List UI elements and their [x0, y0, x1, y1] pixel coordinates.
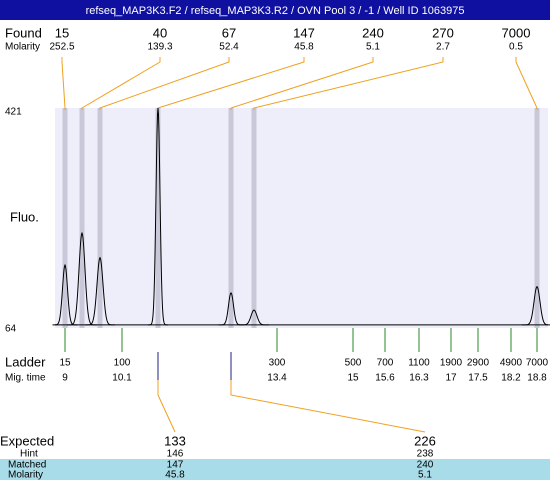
- peak-link: [230, 57, 374, 110]
- ladder-mig: 10.1: [112, 373, 132, 384]
- peak-band: [155, 108, 161, 328]
- peak-trace: [52, 263, 78, 326]
- found-label: Found: [5, 25, 42, 40]
- y-tick-label: 421: [5, 107, 22, 118]
- ladder-size: 1900: [440, 358, 463, 369]
- peak-molarity: 139.3: [147, 42, 172, 53]
- peak-band: [97, 108, 103, 328]
- ladder-mig: 16.3: [409, 373, 429, 384]
- peak-trace: [239, 309, 269, 326]
- peak-molarity: 5.1: [366, 42, 380, 53]
- ladder-size: 2900: [467, 358, 490, 369]
- hint: 146: [167, 449, 184, 460]
- ladder-mig: 15: [347, 373, 359, 384]
- peak-band: [62, 108, 68, 328]
- ladder-size: 1100: [408, 358, 430, 369]
- peak-link: [515, 57, 538, 110]
- peak-link: [253, 57, 444, 110]
- peak-band: [534, 108, 540, 328]
- peak-molarity: 0.5: [509, 42, 523, 53]
- ladder-size: 300: [269, 358, 286, 369]
- matched-molarity: 5.1: [418, 470, 432, 480]
- peak-band: [251, 108, 257, 328]
- title-bar: [0, 0, 550, 20]
- peak-trace: [85, 256, 115, 326]
- expected-label: Expected: [0, 433, 54, 448]
- peak-band: [79, 108, 85, 328]
- ladder-size: 700: [377, 358, 394, 369]
- y-axis-label: Fluo.: [10, 209, 39, 224]
- peak-link: [157, 57, 305, 110]
- ladder-label: Ladder: [5, 354, 46, 369]
- ladder-mig: 18.8: [527, 373, 547, 384]
- title: refseq_MAP3K3.F2 / refseq_MAP3K3.R2 / OV…: [86, 5, 465, 17]
- ladder-mig: 15.6: [375, 373, 395, 384]
- ladder-size: 7000: [526, 358, 549, 369]
- ladder-size: 15: [59, 358, 71, 369]
- ladder-mig: 13.4: [267, 373, 287, 384]
- peak-size: 40: [153, 25, 167, 40]
- hint: 238: [417, 449, 434, 460]
- peak-trace: [67, 231, 97, 326]
- peak-size: 270: [432, 25, 454, 40]
- expected-link: [157, 380, 176, 433]
- peak-size: 147: [293, 25, 315, 40]
- peak-molarity: 52.4: [219, 42, 239, 53]
- expected-size: 226: [414, 433, 436, 448]
- ladder-mig: 17.5: [468, 373, 488, 384]
- peak-molarity: 45.8: [294, 42, 314, 53]
- expected-size: 133: [164, 433, 186, 448]
- peak-trace: [522, 285, 550, 326]
- matched: 147: [167, 460, 184, 471]
- ladder-mig: 18.2: [501, 373, 521, 384]
- peak-link: [81, 57, 161, 110]
- matched-band: [0, 459, 550, 480]
- peak-molarity: 2.7: [436, 42, 450, 53]
- ladder-size: 100: [114, 358, 131, 369]
- ladder-size: 500: [345, 358, 362, 369]
- peak-link: [99, 57, 230, 110]
- ladder-mig: 9: [62, 373, 68, 384]
- peak-molarity: 252.5: [49, 42, 74, 53]
- peak-trace: [148, 107, 168, 326]
- matched-label: Matched: [8, 460, 46, 471]
- expected-link: [230, 380, 426, 433]
- hint-label: Hint: [20, 449, 38, 460]
- molarity-label: Molarity: [5, 42, 40, 53]
- plot-area: [55, 108, 548, 328]
- peak-band: [228, 108, 234, 328]
- peak-size: 240: [362, 25, 384, 40]
- matched: 240: [417, 460, 434, 471]
- matched-molarity: 45.8: [165, 470, 185, 480]
- ladder-mig: 17: [445, 373, 457, 384]
- y-tick-label: 64: [5, 324, 17, 335]
- peak-link: [61, 57, 66, 110]
- peak-size: 15: [55, 25, 69, 40]
- mig-time-label: Mig. time: [5, 373, 46, 384]
- ladder-size: 4900: [500, 358, 523, 369]
- peak-size: 7000: [502, 25, 531, 40]
- molarity-label: Molarity: [8, 470, 43, 480]
- peak-size: 67: [222, 25, 236, 40]
